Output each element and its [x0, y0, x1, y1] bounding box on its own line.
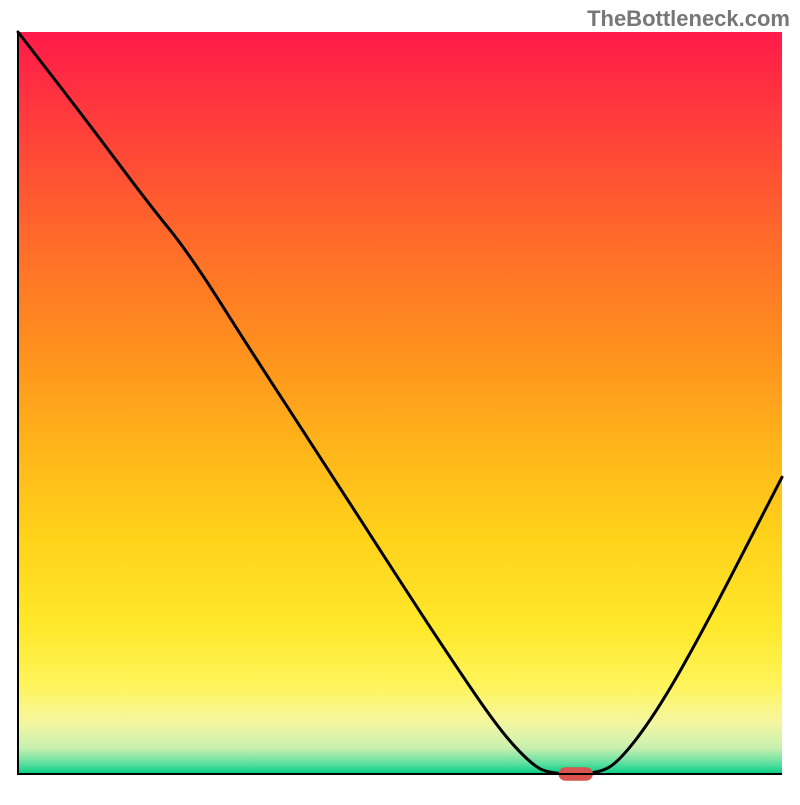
- watermark-text: TheBottleneck.com: [587, 6, 790, 32]
- bottleneck-chart: [0, 0, 800, 800]
- chart-background: [18, 32, 782, 774]
- chart-svg: [0, 0, 800, 800]
